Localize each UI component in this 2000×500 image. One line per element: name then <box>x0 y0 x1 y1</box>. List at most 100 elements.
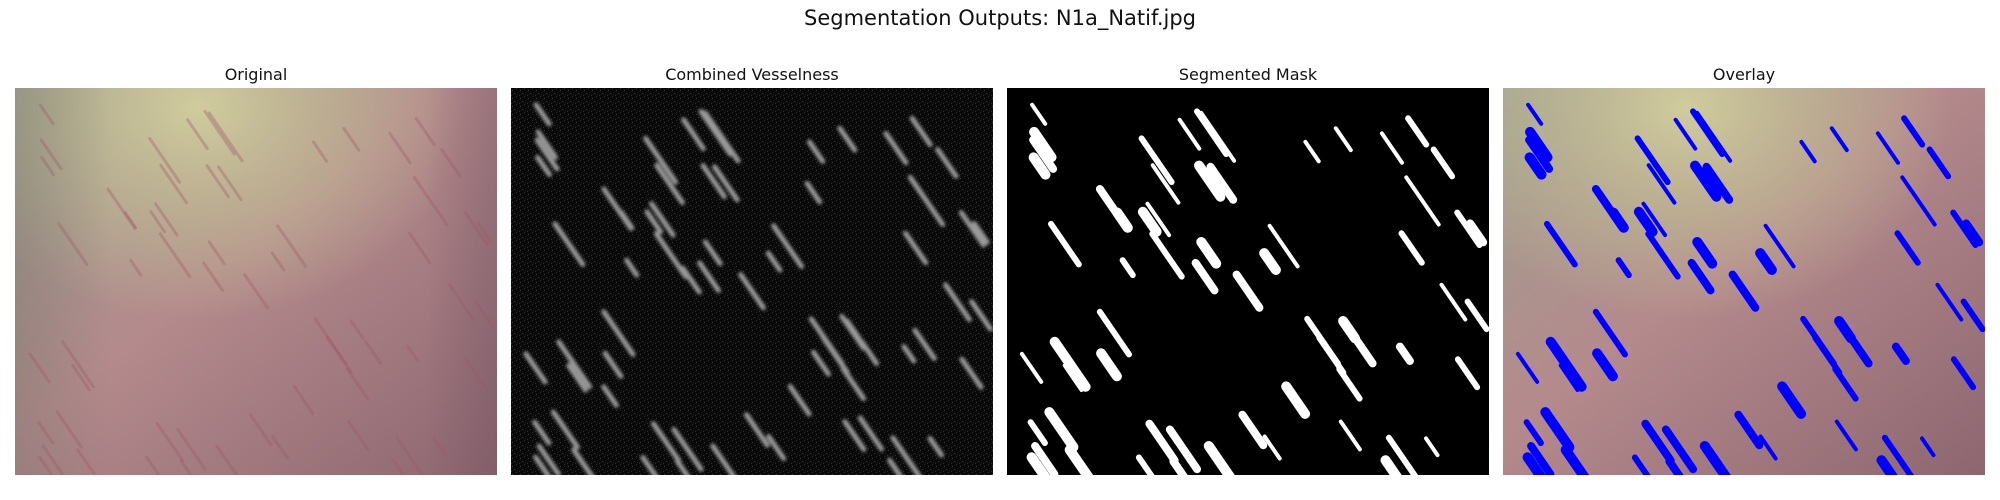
vessel-streak <box>1333 126 1353 153</box>
vessel-streak <box>1424 436 1440 458</box>
vessel-streak <box>890 435 922 475</box>
vessel-streak <box>909 115 933 148</box>
vessel-streak <box>248 413 273 447</box>
vessel-streak <box>205 164 230 199</box>
vessel-streak <box>55 410 83 449</box>
vessel-streak <box>1303 139 1321 164</box>
vessel-streak <box>958 210 986 248</box>
vessel-streak <box>1030 102 1048 126</box>
vessel-streak <box>535 154 552 178</box>
vessel-streak <box>270 251 286 272</box>
vessel-streak <box>1692 237 1718 269</box>
vessel-streak <box>1135 454 1155 475</box>
vessel-streak <box>1728 270 1760 312</box>
vessel-streak <box>1926 146 1952 180</box>
vessel-streak <box>1194 108 1230 157</box>
vessel-streak <box>927 435 944 458</box>
vessel-streak <box>106 187 137 230</box>
vessel-streak <box>680 265 702 295</box>
vessel-streak <box>1196 237 1222 269</box>
vessel-streak <box>1385 434 1419 475</box>
vessel-streak <box>1112 207 1133 233</box>
vessel-streak <box>207 240 226 266</box>
vessel-streak <box>1145 419 1179 465</box>
vessel-streak <box>550 409 580 450</box>
vessel-streak <box>392 458 406 475</box>
vessel-streak <box>1592 348 1618 382</box>
vessel-streak <box>618 210 635 231</box>
panel-vesselness: Combined Vesselness <box>511 64 993 475</box>
vessel-streak <box>1526 102 1544 126</box>
vessel-streak <box>1661 425 1698 474</box>
panel-title-vesselness: Combined Vesselness <box>665 65 839 84</box>
vessel-streak <box>1560 444 1590 475</box>
vessel-streak <box>1900 175 1937 227</box>
vessel-streak <box>155 422 185 462</box>
vessel-streak <box>1353 337 1377 368</box>
vessel-streak <box>1631 454 1651 475</box>
vessel-streak <box>698 108 733 157</box>
vessel-streak <box>1641 201 1668 238</box>
panel-mask: Segmented Mask <box>1007 64 1489 475</box>
vessel-streak <box>154 202 179 237</box>
vessel-streak <box>37 420 55 445</box>
vessel-streak <box>650 421 682 463</box>
vessel-streak <box>1950 356 1977 391</box>
vessel-streak <box>602 350 624 379</box>
vessel-streak <box>1608 207 1629 233</box>
vessel-streak <box>61 340 96 389</box>
vessel-streak <box>1029 135 1058 173</box>
vessel-streak <box>712 164 740 203</box>
vessel-streak <box>571 447 595 475</box>
vessel-streak <box>1454 356 1481 391</box>
vessel-streak <box>601 309 636 357</box>
vessel-streak <box>969 299 993 332</box>
vessel-streak <box>203 109 236 156</box>
vessel-streak <box>1524 152 1547 180</box>
vessel-streak <box>1027 419 1048 446</box>
vessel-streak <box>412 175 449 226</box>
vessel-streak <box>1336 366 1363 402</box>
vessel-streak <box>1558 363 1580 392</box>
vessel-streak <box>1832 366 1859 402</box>
vessel-streak <box>311 140 329 163</box>
vessel-streak <box>811 349 831 377</box>
vessel-streak <box>1665 457 1684 475</box>
vessel-streak <box>41 444 64 475</box>
vessel-streak <box>1777 381 1807 419</box>
vessel-streak <box>1881 434 1915 475</box>
vessel-streak <box>624 257 640 278</box>
vessel-streak <box>903 230 929 266</box>
vessel-streak <box>1962 219 1984 247</box>
vessel-streak <box>1439 282 1468 322</box>
vessel-streak <box>1096 308 1132 358</box>
vessel-streak <box>1875 131 1900 165</box>
vessel-streak <box>806 139 826 164</box>
vessel-streak <box>943 282 972 322</box>
vessel-streak <box>1267 223 1300 269</box>
vessel-streak <box>1194 160 1226 202</box>
vessel-streak <box>1029 126 1057 163</box>
vessel-streak <box>349 319 365 340</box>
vessel-streak <box>1380 455 1402 475</box>
panel-original: Original <box>15 64 497 475</box>
vessel-streak <box>654 162 685 206</box>
vessel-streak <box>1177 117 1202 151</box>
panel-title-original: Original <box>224 65 288 84</box>
vessel-streak <box>1395 342 1414 365</box>
vessel-streak <box>1338 316 1360 344</box>
vessel-streak <box>1064 444 1094 475</box>
vessel-streak <box>395 436 425 475</box>
vessel-streak <box>1634 135 1671 186</box>
vessel-streak <box>552 221 586 267</box>
vessel-streak <box>1540 407 1575 453</box>
vessel-streak <box>859 338 880 366</box>
vessel-streak <box>837 125 858 153</box>
vessel-streak <box>1062 363 1084 392</box>
vessel-streak <box>883 130 909 166</box>
vessel-streak <box>1405 115 1430 148</box>
vessel-streak <box>276 224 308 268</box>
vessel-streak <box>388 131 412 165</box>
vessel-streak <box>448 283 475 321</box>
vessel-streak <box>406 345 420 363</box>
